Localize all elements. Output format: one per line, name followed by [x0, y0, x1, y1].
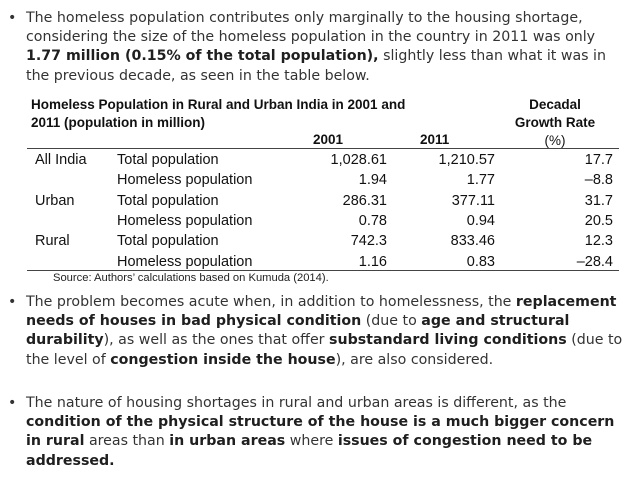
- text-segment: The nature of housing shortages in rural…: [26, 395, 567, 411]
- growth-rate-cell: –8.8: [584, 172, 613, 189]
- region-cell: Rural: [35, 233, 70, 250]
- text-segment: ), are also considered.: [335, 351, 494, 368]
- bold-text: condition of the physical structure of t…: [26, 414, 615, 450]
- bullet-homeless-marginal: • The homeless population contributes on…: [8, 9, 630, 86]
- growth-rate-cell: 31.7: [584, 192, 613, 209]
- value-2001-cell: 742.3: [350, 233, 387, 250]
- indicator-cell: Homeless population: [117, 212, 253, 229]
- table-source: Source: Authors’ calculations based on K…: [53, 272, 329, 284]
- table-row: Homeless population 0.78 0.94 20.5: [25, 211, 621, 231]
- growth-rate-cell: 17.7: [584, 152, 613, 168]
- text-segment: (due to the level of: [26, 332, 623, 368]
- bullet-text: The nature of housing shortages in rural…: [26, 394, 630, 471]
- bullet-text: The problem becomes acute when, in addit…: [26, 293, 630, 370]
- text-segment: areas than: [84, 433, 170, 450]
- table-row: Homeless population 1.16 0.83 –28.4: [25, 252, 621, 272]
- column-header-2001: 2001: [313, 132, 344, 147]
- table-row: All India Total population 1,028.61 1,210.5…: [25, 150, 621, 170]
- table-row: Homeless population 1.94 1.77 –8.8: [25, 170, 621, 190]
- indicator-cell: Homeless population: [117, 253, 253, 270]
- bullet-marker: •: [8, 10, 17, 26]
- value-2011-cell: 833.46: [450, 233, 495, 250]
- table-title-line2: 2011 (population in million): [31, 115, 206, 130]
- indicator-cell: Total population: [117, 192, 219, 209]
- value-2011-cell: 377.11: [451, 192, 495, 209]
- bullet-problem-acute: • The problem becomes acute when, in add…: [8, 293, 630, 370]
- bold-text: in urban areas: [169, 433, 286, 450]
- bold-text: congestion inside the house: [110, 351, 336, 368]
- bullet-text: The homeless population contributes only…: [26, 9, 630, 86]
- value-2011-cell: 1,210.57: [438, 152, 495, 168]
- indicator-cell: Homeless population: [117, 172, 253, 189]
- bullet-marker: •: [8, 395, 17, 411]
- value-2011-cell: 0.94: [466, 212, 495, 229]
- region-cell: Urban: [35, 192, 75, 209]
- value-2001-cell: 0.78: [358, 212, 387, 229]
- text-segment: where: [285, 433, 338, 450]
- indicator-cell: Total population: [117, 233, 219, 250]
- text-segment: ), as well as the ones that offer: [103, 332, 330, 349]
- region-cell: All India: [35, 152, 87, 168]
- growth-rate-cell: 12.3: [584, 233, 613, 250]
- bold-text: substandard living conditions: [329, 332, 567, 349]
- value-2011-cell: 0.83: [466, 253, 495, 270]
- bold-text: age and structural durability: [26, 313, 570, 349]
- text-segment: slightly less than what it was in the pr…: [26, 48, 606, 84]
- decadal-growth-header: Decadal Growth Rate (%): [505, 96, 605, 150]
- value-2001-cell: 286.31: [342, 192, 387, 209]
- decadal-unit: (%): [544, 133, 566, 148]
- value-2011-cell: 1.77: [466, 172, 495, 189]
- header-divider: [27, 148, 619, 149]
- growth-rate-cell: 20.5: [584, 212, 613, 229]
- bold-text: replacement needs of houses in bad physi…: [26, 294, 617, 330]
- bold-text: issues of congestion need to be addresse…: [26, 433, 593, 469]
- indicator-cell: Total population: [117, 152, 219, 168]
- table-title: Homeless Population in Rural and Urban I…: [31, 96, 451, 132]
- footer-divider: [27, 270, 619, 271]
- table-row: Urban Total population 286.31 377.11 31.7: [25, 191, 621, 211]
- bold-text: 1.77 million (0.15% of the total populat…: [26, 48, 379, 65]
- table-row: Rural Total population 742.3 833.46 12.3: [25, 231, 621, 251]
- bullet-rural-urban-nature: • The nature of housing shortages in rur…: [8, 394, 630, 471]
- value-2001-cell: 1.16: [358, 253, 387, 270]
- value-2001-cell: 1,028.61: [330, 152, 387, 168]
- value-2001-cell: 1.94: [358, 172, 387, 189]
- homeless-population-table: Homeless Population in Rural and Urban I…: [25, 94, 621, 286]
- text-segment: The homeless population contributes only…: [26, 10, 596, 46]
- decadal-line2: Growth Rate: [514, 115, 596, 130]
- column-header-2011: 2011: [420, 132, 450, 147]
- growth-rate-cell: –28.4: [576, 253, 613, 270]
- bullet-marker: •: [8, 294, 17, 310]
- decadal-line1: Decadal: [529, 97, 581, 112]
- table-title-line1: Homeless Population in Rural and Urban I…: [31, 97, 406, 112]
- text-segment: (due to: [361, 313, 422, 330]
- text-segment: The problem becomes acute when, in addit…: [26, 294, 516, 310]
